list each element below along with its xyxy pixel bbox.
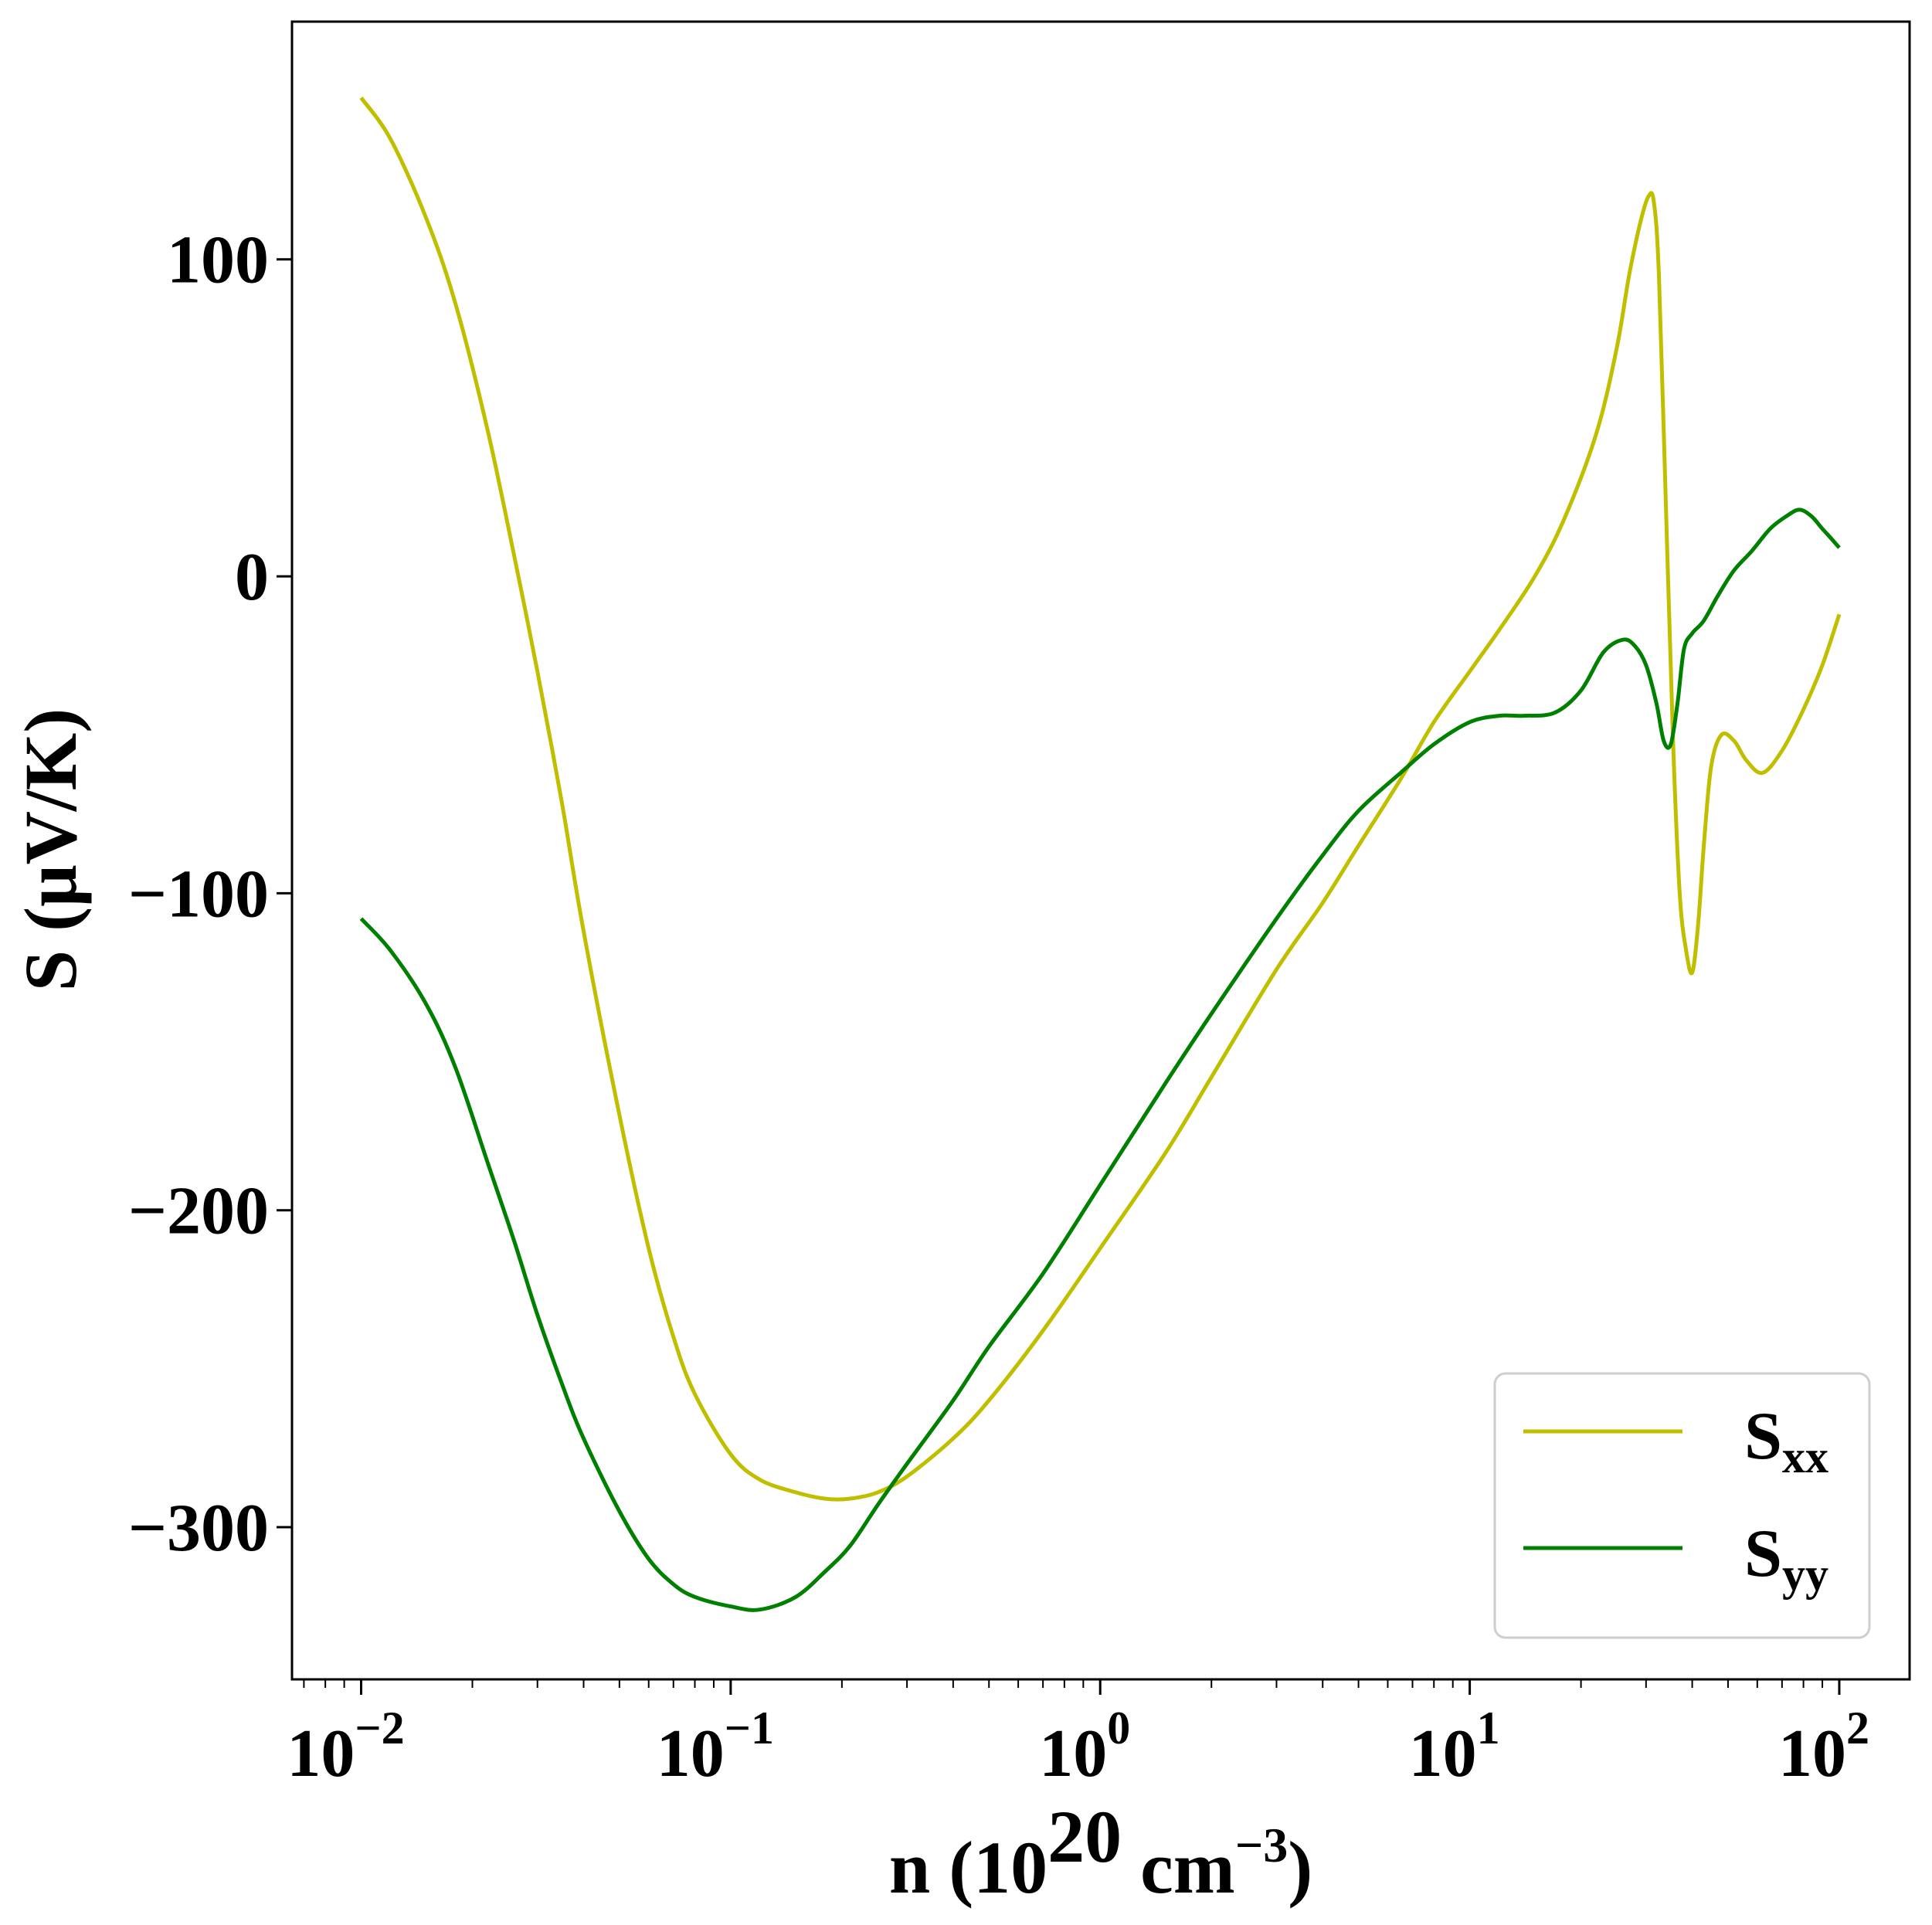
x-tick-label: 10−1 — [657, 1703, 774, 1791]
x-minor-ticks — [303, 1679, 1824, 1688]
legend-box — [1493, 1372, 1871, 1639]
x-tick-label: 100 — [1039, 1703, 1130, 1791]
x-tick-label: 102 — [1778, 1703, 1869, 1791]
y-tick-label: 0 — [235, 540, 269, 615]
y-tick-label: 100 — [167, 223, 269, 298]
y-tick-label: −100 — [128, 857, 269, 932]
legend: Sxx Syy — [1493, 1372, 1871, 1639]
y-tick-label: −200 — [128, 1174, 269, 1249]
plot-frame — [290, 20, 1911, 1681]
y-axis-title: S (μV/K) — [9, 708, 92, 991]
y-tick-label: −300 — [128, 1491, 269, 1566]
legend-label-syy: Syy — [1744, 1516, 1828, 1600]
series-layer — [359, 97, 1842, 1612]
series-line-sxx — [359, 97, 1842, 1502]
axis-ticks — [277, 258, 1841, 1695]
x-tick-label: 10−2 — [287, 1703, 404, 1791]
series-line-syy — [359, 508, 1841, 1612]
x-tick-label: 101 — [1409, 1703, 1500, 1791]
legend-label-sxx: Sxx — [1744, 1399, 1828, 1482]
tick-labels: 10−2 10−1 100 101 102 100 0 −100 −200 −300 — [128, 223, 1869, 1791]
x-axis-title: n (1020 cm−3) — [889, 1795, 1312, 1909]
